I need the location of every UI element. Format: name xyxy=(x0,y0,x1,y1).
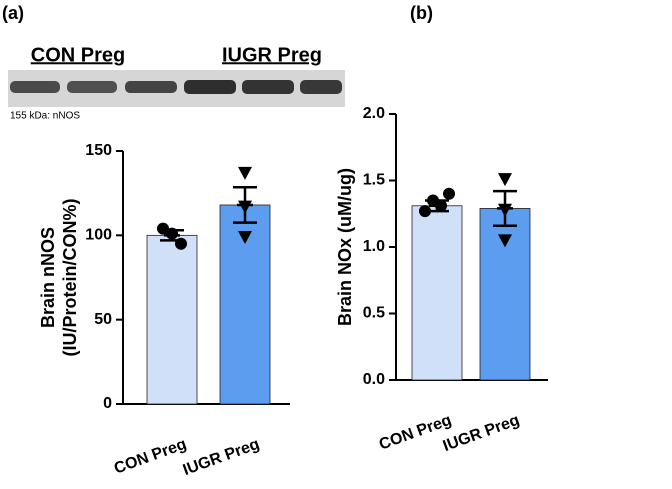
blot: CON Preg IUGR Preg 155 kDa: nNOS xyxy=(8,44,345,122)
x-tick-label: IUGR Preg xyxy=(181,436,262,479)
y-tick-label: 0.0 xyxy=(363,371,385,388)
blot-label: 155 kDa: nNOS xyxy=(10,111,80,122)
x-tick-label: IUGR Preg xyxy=(441,412,522,455)
y-axis-label: Brain NOx (uM/ug) xyxy=(335,168,355,326)
data-point xyxy=(157,222,169,235)
bar xyxy=(479,208,531,381)
y-tick-label: 150 xyxy=(85,142,112,159)
data-point xyxy=(435,199,447,212)
bar xyxy=(146,234,198,405)
data-point xyxy=(166,227,178,240)
y-axis-label: Brain nNOS xyxy=(38,227,58,328)
x-tick-label: CON Preg xyxy=(377,412,454,454)
blot-band xyxy=(184,80,236,94)
blot-group: IUGR Preg xyxy=(222,44,322,66)
y-tick-label: 0 xyxy=(103,395,112,412)
data-point xyxy=(238,231,252,245)
data-point xyxy=(498,173,512,187)
panel-label: (a) xyxy=(2,3,24,23)
blot-band xyxy=(300,80,342,94)
blot-band xyxy=(125,81,177,93)
blot-band xyxy=(67,81,117,93)
blot-band xyxy=(242,80,294,94)
data-point xyxy=(238,166,252,180)
panel-label: (b) xyxy=(410,3,433,23)
data-point xyxy=(419,205,431,218)
data-point xyxy=(443,187,455,200)
y-tick-label: 1.5 xyxy=(363,172,385,189)
y-tick-label: 50 xyxy=(94,311,112,328)
bar xyxy=(411,205,463,381)
data-point xyxy=(498,234,512,248)
y-tick-label: 2.0 xyxy=(363,105,385,122)
y-tick-label: 0.5 xyxy=(363,305,385,322)
y-axis-label: (IU/Protein/CON%) xyxy=(60,198,80,356)
x-tick-label: CON Preg xyxy=(112,436,189,478)
data-point xyxy=(175,237,187,250)
data-point xyxy=(498,203,512,217)
y-tick-label: 100 xyxy=(85,227,112,244)
blot-band xyxy=(10,81,60,93)
data-point xyxy=(238,200,252,214)
blot-group: CON Preg xyxy=(31,44,125,66)
y-tick-label: 1.0 xyxy=(363,238,385,255)
